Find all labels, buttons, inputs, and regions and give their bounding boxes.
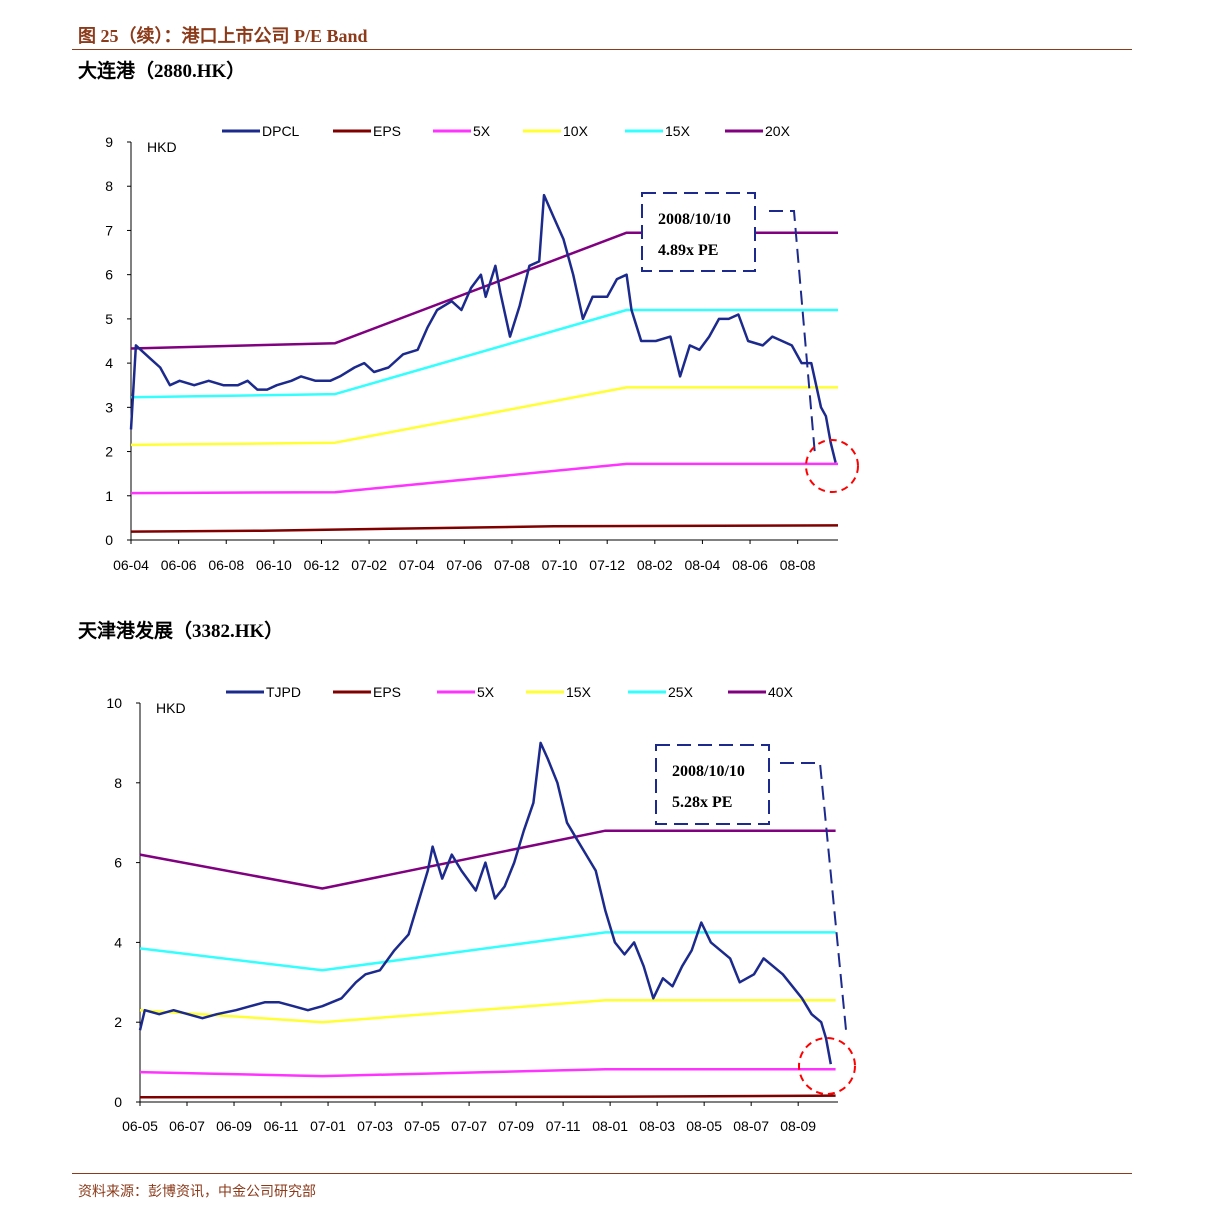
band-15x-line [130, 308, 838, 399]
x-tick-label: 07-05 [404, 1118, 440, 1134]
band-40x-line [139, 829, 836, 890]
legend-label: 40X [768, 684, 794, 700]
x-tick-label: 07-07 [451, 1118, 487, 1134]
source-note: 资料来源：彭博资讯，中金公司研究部 [78, 1185, 316, 1200]
x-tick-label: 06-08 [208, 557, 244, 573]
x-tick-label: 07-06 [446, 557, 482, 573]
price-line [138, 741, 833, 1065]
pe-annotation: 2008/10/10 5.28x PE [655, 744, 847, 1031]
x-tick-label: 08-04 [685, 557, 721, 573]
y-tick-label: 4 [105, 355, 113, 371]
y-tick-label: 4 [114, 934, 122, 950]
band-10x-line [130, 386, 838, 447]
x-tick-label: 08-06 [732, 557, 768, 573]
x-tick-label: 07-11 [546, 1118, 581, 1134]
y-tick-label: 8 [114, 775, 122, 791]
y-tick-label: 3 [105, 399, 113, 415]
x-tick-label: 06-10 [256, 557, 292, 573]
x-tick-label: 06-07 [169, 1118, 205, 1134]
x-tick-label: 08-05 [686, 1118, 722, 1134]
legend-label: 5X [473, 123, 491, 139]
annotation-date: 2008/10/10 [672, 763, 745, 780]
y-tick-label: 8 [105, 178, 113, 194]
annotation-date: 2008/10/10 [658, 211, 731, 228]
x-tick-label: 06-12 [304, 557, 340, 573]
x-tick-label: 07-01 [310, 1118, 346, 1134]
pe-annotation: 2008/10/10 4.89x PE [641, 192, 816, 456]
y-tick-label: 2 [114, 1014, 122, 1030]
y-tick-label: 5 [105, 311, 113, 327]
legend-label: 5X [477, 684, 495, 700]
x-tick-label: 07-09 [498, 1118, 534, 1134]
annotation-pe: 4.89x PE [658, 242, 718, 259]
x-tick-label: 08-08 [780, 557, 816, 573]
x-tick-label: 08-02 [637, 557, 673, 573]
x-tick-label: 06-06 [161, 557, 197, 573]
y-tick-label: 2 [105, 444, 113, 460]
y-tick-label: 6 [114, 855, 122, 871]
legend-label: EPS [373, 684, 401, 700]
legend-label: 10X [563, 123, 589, 139]
figure-title: 图 25（续）：港口上市公司 P/E Band [78, 26, 368, 46]
x-tick-label: 07-02 [351, 557, 387, 573]
y-tick-label: 7 [105, 222, 113, 238]
y-tick-label: 1 [105, 488, 113, 504]
y-tick-label: 6 [105, 267, 113, 283]
band-25x-line [139, 931, 836, 972]
legend-label: TJPD [266, 684, 301, 700]
price-line [129, 193, 837, 463]
legend-label: 20X [765, 123, 791, 139]
band-5x-line [130, 462, 838, 495]
eps-line [139, 1094, 836, 1099]
legend-label: EPS [373, 123, 401, 139]
top-rule [72, 49, 1132, 50]
y-tick-label: 9 [105, 134, 113, 150]
band-5x-line [139, 1068, 836, 1078]
y-tick-label: 0 [105, 532, 113, 548]
legend-label: 15X [566, 684, 592, 700]
annotation-box [641, 192, 756, 272]
x-tick-label: 07-04 [399, 557, 435, 573]
x-tick-label: 08-07 [733, 1118, 769, 1134]
x-tick-label: 08-09 [780, 1118, 816, 1134]
band-15x-line [139, 999, 836, 1024]
highlight-circle [798, 1037, 856, 1095]
x-tick-label: 07-03 [357, 1118, 393, 1134]
legend-label: 25X [668, 684, 694, 700]
chart-1: 0 1 2 3 4 5 6 7 8 9 06-04 06-06 06-08 06-10 06-12 07-02… [105, 123, 859, 573]
chart-2-title: 天津港发展（3382.HK） [78, 621, 284, 642]
x-tick-label: 06-09 [216, 1118, 252, 1134]
x-tick-label: 08-03 [639, 1118, 675, 1134]
legend-label: 15X [665, 123, 691, 139]
y-axis-unit: HKD [147, 139, 177, 155]
x-tick-label: 06-05 [122, 1118, 158, 1134]
bottom-rule [72, 1173, 1132, 1174]
y-tick-label: 0 [114, 1094, 122, 1110]
eps-line [130, 524, 839, 533]
annotation-pointer [769, 210, 816, 456]
chart-1-title: 大连港（2880.HK） [78, 61, 246, 82]
annotation-box [655, 744, 770, 825]
x-tick-label: 08-01 [592, 1118, 628, 1134]
annotation-pe: 5.28x PE [672, 794, 732, 811]
x-tick-label: 07-12 [589, 557, 625, 573]
x-tick-label: 06-04 [113, 557, 149, 573]
highlight-circle [805, 439, 859, 493]
y-tick-label: 10 [106, 695, 122, 711]
x-tick-label: 07-10 [542, 557, 578, 573]
x-tick-label: 07-08 [494, 557, 530, 573]
legend-label: DPCL [262, 123, 300, 139]
y-axis-unit: HKD [156, 700, 186, 716]
annotation-pointer [780, 762, 847, 1031]
x-tick-label: 06-11 [264, 1118, 299, 1134]
